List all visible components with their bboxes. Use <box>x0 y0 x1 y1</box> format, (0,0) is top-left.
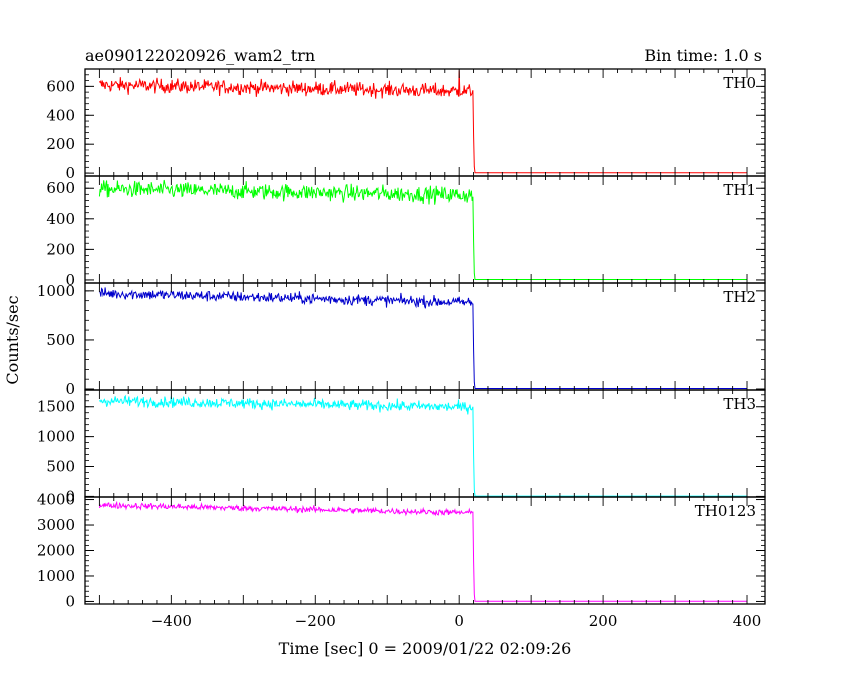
series-line-th2 <box>99 287 747 389</box>
y-tick-label: 2000 <box>37 542 75 560</box>
x-tick-label: 200 <box>589 612 618 630</box>
x-tick-label: −400 <box>151 612 192 630</box>
y-tick-label: 1000 <box>37 282 75 300</box>
chart-title: ae090122020926_wam2_trn <box>85 46 315 65</box>
series-line-th0123 <box>98 500 747 602</box>
panel-frame <box>84 282 766 391</box>
y-tick-label: 0 <box>65 164 75 182</box>
x-axis-label: Time [sec] 0 = 2009/01/22 02:09:26 <box>279 639 572 658</box>
x-tick-label: 400 <box>733 612 762 630</box>
panels-group: TH00200400600TH10200400600TH205001000TH3… <box>37 68 766 630</box>
panel-th1: TH1 0 200 400 600 <box>46 175 766 289</box>
panel-th3: TH3 0 500 1000 1500 <box>37 389 766 505</box>
y-tick-label: 400 <box>46 210 75 228</box>
panel-label-th2: TH2 <box>723 288 756 306</box>
y-tick-label: 0 <box>65 592 75 610</box>
y-tick-label: 0 <box>65 271 75 289</box>
bin-time-label: Bin time: 1.0 s <box>644 46 762 65</box>
y-axis-label: Counts/sec <box>3 295 22 384</box>
y-tick-label: 1000 <box>37 428 75 446</box>
y-tick-label: 1000 <box>37 567 75 585</box>
panel-th2: TH2 0 500 1000 <box>37 282 766 398</box>
panel-label-th3: TH3 <box>723 395 756 413</box>
y-tick-label: 1500 <box>37 398 75 416</box>
y-tick-label: 3000 <box>37 516 75 534</box>
y-tick-label: 200 <box>46 240 75 258</box>
panel-label-th0123: TH0123 <box>695 502 756 520</box>
series-line-th3 <box>98 394 747 497</box>
y-tick-label: 500 <box>46 331 75 349</box>
panel-label-th1: TH1 <box>723 181 756 199</box>
y-tick-label: 600 <box>46 179 75 197</box>
y-tick-label: 400 <box>46 106 75 124</box>
y-tick-label: 200 <box>46 135 75 153</box>
y-tick-label: 4000 <box>37 491 75 509</box>
y-tick-label: 0 <box>65 380 75 398</box>
panel-frame <box>84 496 766 605</box>
x-tick-label: −200 <box>295 612 336 630</box>
y-tick-label: 500 <box>46 458 75 476</box>
panel-th0: TH0 0 200 400 600 <box>46 68 766 182</box>
x-tick-label: 0 <box>454 612 464 630</box>
panel-th0123: TH0123 0 1000 2000 3000 4000 <box>37 491 766 610</box>
panel-label-th0: TH0 <box>723 74 756 92</box>
series-line-th0 <box>98 70 747 174</box>
y-tick-label: 600 <box>46 77 75 95</box>
y-tick-label: 0 <box>65 487 75 505</box>
series-line-th1 <box>98 179 747 280</box>
